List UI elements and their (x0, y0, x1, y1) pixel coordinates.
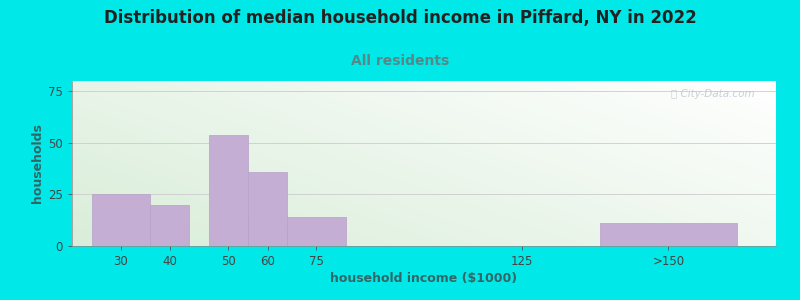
Text: ⓘ City-Data.com: ⓘ City-Data.com (671, 89, 755, 99)
Bar (209, 135, 248, 246)
Bar (600, 223, 737, 246)
X-axis label: household income ($1000): household income ($1000) (330, 272, 518, 285)
Y-axis label: households: households (31, 124, 44, 203)
Bar (150, 205, 190, 246)
Bar (91, 194, 150, 246)
Text: Distribution of median household income in Piffard, NY in 2022: Distribution of median household income … (104, 9, 696, 27)
Bar (287, 217, 346, 246)
Text: All residents: All residents (351, 54, 449, 68)
Bar (248, 172, 287, 246)
